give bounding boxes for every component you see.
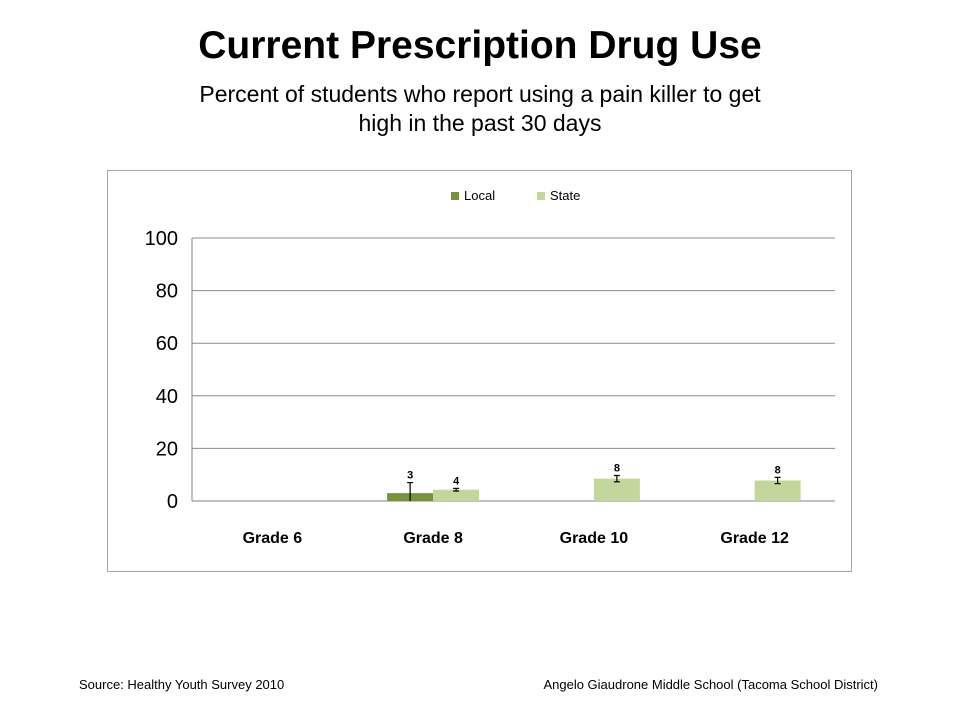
y-tick-label: 20 xyxy=(156,438,178,460)
bar-state xyxy=(433,489,480,501)
bar-state xyxy=(593,478,640,501)
legend-label-state: State xyxy=(550,188,580,203)
y-tick-label: 40 xyxy=(156,386,178,408)
x-tick-label: Grade 8 xyxy=(403,530,463,547)
data-label: 3 xyxy=(407,470,413,482)
x-tick-label: Grade 6 xyxy=(243,530,303,547)
chart-frame: 0 20 40 60 80 100 Grade 6 Grade 8 3 4 Grade 10 8 Gra… xyxy=(107,170,852,572)
bar-chart: 0 20 40 60 80 100 Grade 6 Grade 8 3 4 Grade 10 8 Gra… xyxy=(145,188,835,547)
chart-subtitle: Percent of students who report using a p… xyxy=(199,81,761,136)
chart-title: Current Prescription Drug Use xyxy=(198,24,762,67)
x-tick-label: Grade 10 xyxy=(560,530,629,547)
school-note: Angelo Giaudrone Middle School (Tacoma S… xyxy=(543,677,878,692)
source-note: Source: Healthy Youth Survey 2010 xyxy=(79,677,285,692)
legend-swatch-local xyxy=(451,192,459,200)
data-label: 4 xyxy=(453,475,460,487)
legend-label-local: Local xyxy=(464,188,495,203)
data-label: 8 xyxy=(614,462,620,474)
x-tick-label: Grade 12 xyxy=(720,530,789,547)
bar-state xyxy=(754,480,801,501)
y-tick-label: 60 xyxy=(156,333,178,355)
y-tick-label: 80 xyxy=(156,281,178,303)
y-tick-label: 0 xyxy=(167,491,178,513)
legend-swatch-state xyxy=(537,192,545,200)
data-label: 8 xyxy=(775,464,781,476)
y-tick-label: 100 xyxy=(145,228,178,250)
